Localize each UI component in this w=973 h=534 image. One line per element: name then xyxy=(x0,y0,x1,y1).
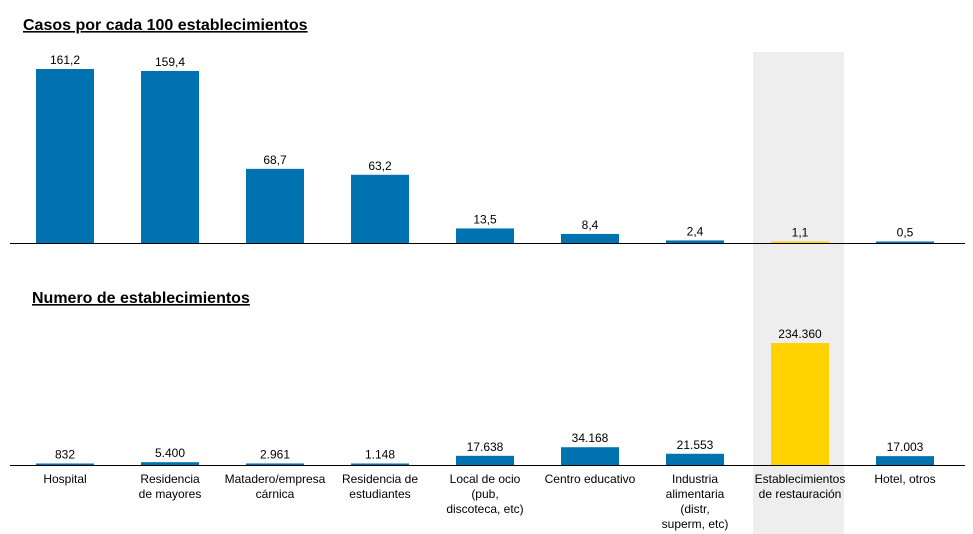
rate-value-label: 13,5 xyxy=(473,212,497,226)
category-label: Establecimientos de restauración xyxy=(755,472,846,501)
category-labels: Hospital Residencia de mayores Matadero/emp… xyxy=(43,472,935,531)
count-bar xyxy=(561,447,619,465)
count-bar xyxy=(456,455,514,465)
count-bar xyxy=(666,453,724,465)
category-label: Matadero/empresa cárnica xyxy=(225,472,326,501)
rate-value-label: 161,2 xyxy=(50,53,80,67)
rate-value-label: 63,2 xyxy=(368,159,392,173)
count-value-label: 1.148 xyxy=(365,448,395,462)
rate-bar xyxy=(456,228,514,243)
rate-bar xyxy=(561,233,619,243)
category-label: Residencia de mayores xyxy=(139,472,202,501)
rate-bar xyxy=(876,241,934,243)
count-value-label: 832 xyxy=(55,448,75,462)
rate-bar xyxy=(351,174,409,243)
rate-value-label: 0,5 xyxy=(897,226,914,240)
count-value-label: 17.003 xyxy=(887,440,924,454)
category-label: Centro educativo xyxy=(545,472,636,486)
count-value-label: 34.168 xyxy=(572,431,609,445)
rate-value-label: 8,4 xyxy=(582,218,599,232)
rate-bar xyxy=(246,168,304,243)
rate-value-label: 159,4 xyxy=(155,55,185,69)
chart-title-rate: Casos por cada 100 establecimientos xyxy=(23,17,308,34)
category-label: Hospital xyxy=(43,472,86,486)
rate-bar xyxy=(36,69,94,243)
rate-value-label: 1,1 xyxy=(792,226,809,240)
count-bar xyxy=(351,463,409,465)
rate-value-label: 2,4 xyxy=(687,224,704,238)
count-bar xyxy=(36,463,94,465)
count-value-label: 17.638 xyxy=(467,440,504,454)
count-bar xyxy=(771,343,829,465)
rate-bars: 161,2 159,4 68,7 63,2 13,5 8,4 2,4 1,1 0,5 xyxy=(36,53,934,243)
category-label: Local de ocio (pub, discoteca, etc) xyxy=(446,472,523,516)
category-label: Residencia de estudiantes xyxy=(342,472,418,501)
count-bar xyxy=(876,456,934,465)
chart-title-count: Numero de establecimientos xyxy=(32,290,250,307)
category-label: Hotel, otros xyxy=(874,472,935,486)
count-bars: 832 5.400 2.961 1.148 17.638 34.168 21.553 234.… xyxy=(36,327,934,465)
rate-bar xyxy=(141,70,199,243)
rate-bar xyxy=(771,241,829,243)
count-value-label: 2.961 xyxy=(260,447,290,461)
count-bar xyxy=(246,463,304,465)
rate-value-label: 68,7 xyxy=(263,153,287,167)
rate-bar xyxy=(666,240,724,243)
count-bar xyxy=(141,462,199,465)
count-value-label: 234.360 xyxy=(778,327,822,341)
count-value-label: 5.400 xyxy=(155,446,185,460)
count-value-label: 21.553 xyxy=(677,438,714,452)
category-label: Industria alimentaria (distr, superm, etc) xyxy=(662,472,729,531)
